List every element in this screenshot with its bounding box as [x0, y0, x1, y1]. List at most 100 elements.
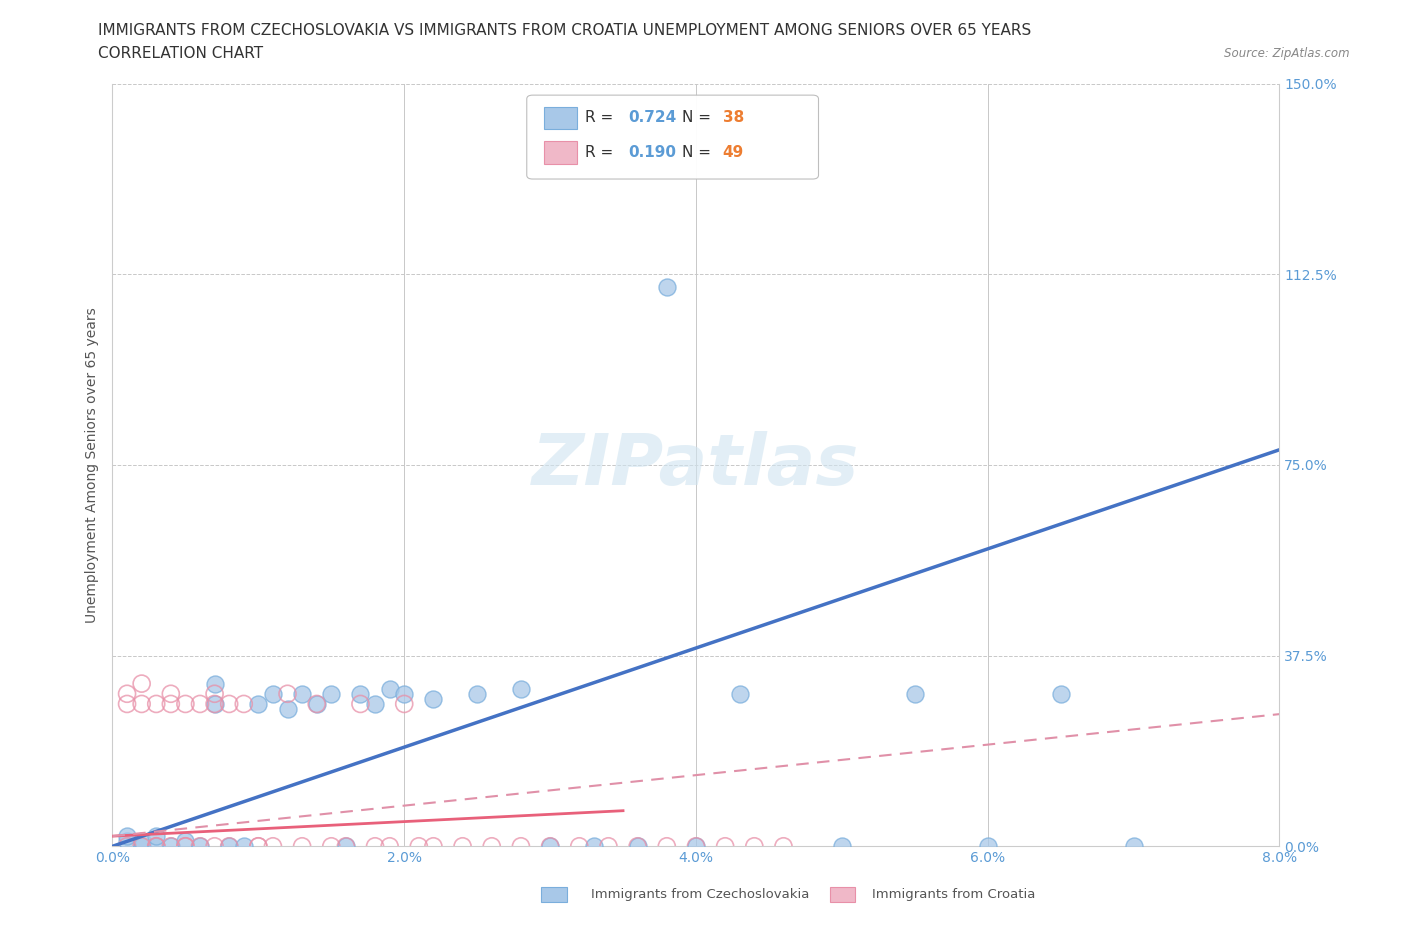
Point [145, 839, 167, 854]
Point [204, 676, 226, 691]
Point [247, 839, 270, 854]
Point [598, 839, 620, 854]
Point [655, 280, 678, 295]
Point [627, 839, 650, 854]
Point [1049, 686, 1071, 701]
Point [115, 834, 138, 849]
Point [160, 839, 183, 854]
Point [685, 839, 707, 854]
Point [509, 839, 531, 854]
Point [422, 839, 444, 854]
Point [321, 686, 343, 701]
Point [131, 839, 153, 854]
Point [685, 839, 707, 854]
Point [335, 839, 357, 854]
Point [262, 839, 284, 854]
Point [276, 701, 298, 716]
Point [262, 686, 284, 701]
Point [305, 697, 328, 711]
Text: 0.724: 0.724 [628, 110, 676, 125]
FancyBboxPatch shape [527, 95, 818, 179]
Point [568, 839, 591, 854]
Point [174, 697, 197, 711]
Point [451, 839, 474, 854]
Text: 49: 49 [723, 145, 744, 160]
Point [394, 686, 416, 701]
Point [728, 686, 751, 701]
Point [378, 682, 401, 697]
Point [349, 697, 371, 711]
Point [904, 686, 927, 701]
Point [247, 697, 270, 711]
Text: Immigrants from Czechoslovakia: Immigrants from Czechoslovakia [591, 888, 808, 901]
Point [538, 839, 561, 854]
Point [422, 691, 444, 706]
Point [145, 697, 167, 711]
Point [364, 697, 387, 711]
Text: Immigrants from Croatia: Immigrants from Croatia [872, 888, 1035, 901]
Point [378, 839, 401, 854]
Point [976, 839, 998, 854]
Point [188, 839, 211, 854]
Point [465, 686, 488, 701]
Point [115, 686, 138, 701]
Text: 38: 38 [723, 110, 744, 125]
Point [291, 839, 314, 854]
Point [742, 839, 765, 854]
Point [204, 839, 226, 854]
Bar [544, 140, 576, 164]
Point [145, 839, 167, 854]
Point [218, 697, 240, 711]
Text: R =: R = [585, 110, 619, 125]
Point [232, 839, 254, 854]
Point [174, 839, 197, 854]
Point [145, 839, 167, 854]
Point [291, 686, 314, 701]
Point [276, 686, 298, 701]
Point [204, 697, 226, 711]
Point [174, 839, 197, 854]
Point [188, 839, 211, 854]
Point [481, 839, 503, 854]
Point [160, 697, 183, 711]
Point [305, 697, 328, 711]
Point [247, 839, 270, 854]
Point [714, 839, 737, 854]
Point [115, 829, 138, 844]
Point [772, 839, 794, 854]
Point [232, 697, 254, 711]
Point [655, 839, 678, 854]
Point [188, 697, 211, 711]
Y-axis label: Unemployment Among Seniors over 65 years: Unemployment Among Seniors over 65 years [86, 307, 100, 623]
Point [131, 676, 153, 691]
Point [538, 839, 561, 854]
Point [321, 839, 343, 854]
Point [160, 839, 183, 854]
Point [131, 839, 153, 854]
Point [582, 839, 605, 854]
Text: N =: N = [682, 110, 716, 125]
Point [131, 697, 153, 711]
Point [335, 839, 357, 854]
Point [394, 697, 416, 711]
Text: CORRELATION CHART: CORRELATION CHART [98, 46, 263, 61]
Text: IMMIGRANTS FROM CZECHOSLOVAKIA VS IMMIGRANTS FROM CROATIA UNEMPLOYMENT AMONG SEN: IMMIGRANTS FROM CZECHOSLOVAKIA VS IMMIGR… [98, 23, 1032, 38]
Point [145, 829, 167, 844]
Text: ZIPatlas: ZIPatlas [533, 431, 859, 499]
Point [115, 839, 138, 854]
Point [204, 697, 226, 711]
Point [627, 839, 650, 854]
Point [160, 686, 183, 701]
Point [1122, 839, 1144, 854]
Text: N =: N = [682, 145, 716, 160]
Point [509, 682, 531, 697]
Point [408, 839, 430, 854]
Point [831, 839, 853, 854]
Point [218, 839, 240, 854]
Point [204, 686, 226, 701]
Text: R =: R = [585, 145, 619, 160]
Point [364, 839, 387, 854]
Point [218, 839, 240, 854]
Point [131, 834, 153, 849]
Point [174, 834, 197, 849]
